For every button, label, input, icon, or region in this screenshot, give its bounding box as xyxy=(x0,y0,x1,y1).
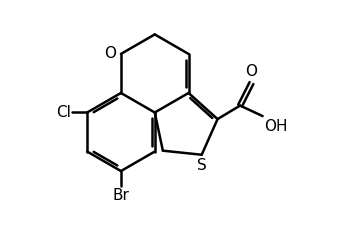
Text: S: S xyxy=(197,158,207,173)
Text: OH: OH xyxy=(264,119,288,134)
Text: Br: Br xyxy=(113,188,129,203)
Text: O: O xyxy=(245,64,257,79)
Text: Cl: Cl xyxy=(56,105,71,120)
Text: O: O xyxy=(105,46,117,61)
